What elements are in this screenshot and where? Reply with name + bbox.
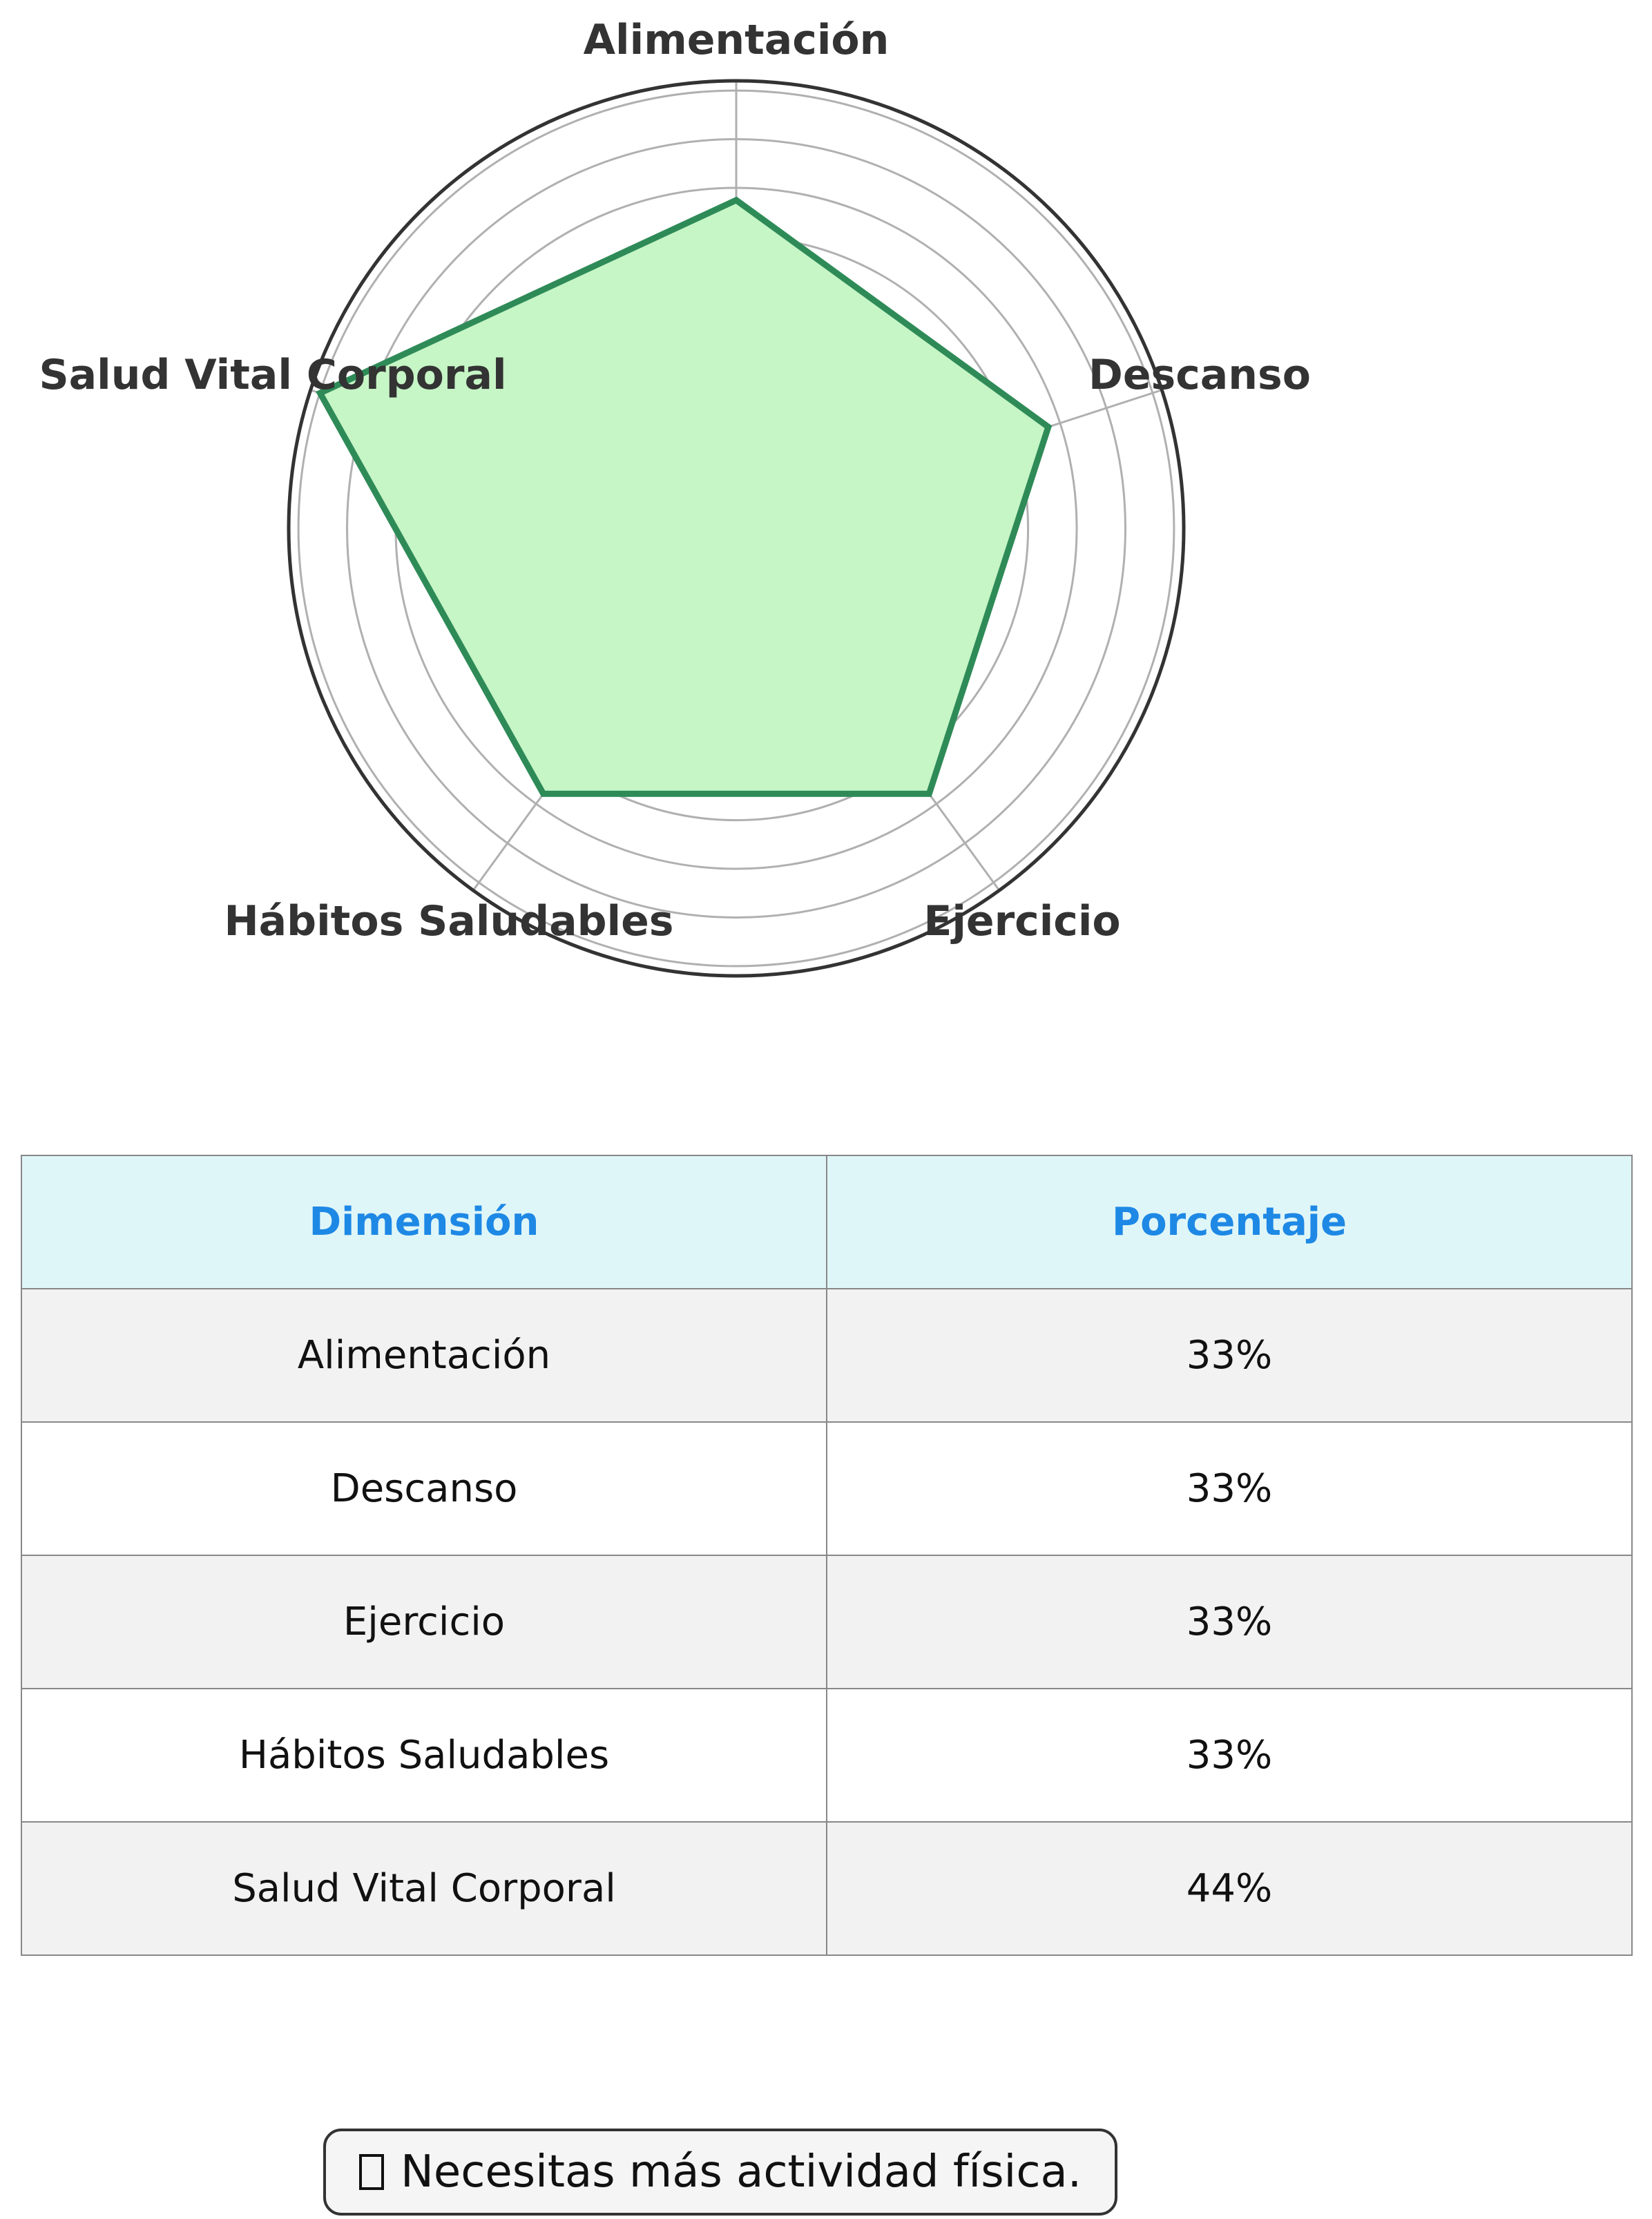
advice-box: Necesitas más actividad física.: [323, 2129, 1117, 2216]
axis-label-3: Ejercicio: [923, 897, 1120, 945]
axis-label-4: Hábitos Saludables: [224, 897, 673, 945]
axis-label-1: Alimentación: [584, 16, 890, 64]
cell-percentage: 33%: [826, 1688, 1633, 1823]
results-table: Dimensión Porcentaje Alimentación 33% De…: [21, 1155, 1633, 1956]
table-row: Alimentación 33%: [21, 1288, 1633, 1423]
cell-dimension: Salud Vital Corporal: [21, 1821, 827, 1956]
table-row: Ejercicio 33%: [21, 1555, 1633, 1689]
cell-dimension: Hábitos Saludables: [21, 1688, 827, 1823]
table-row: Salud Vital Corporal 44%: [21, 1821, 1633, 1956]
series-polygon: [316, 196, 1053, 797]
cell-percentage: 33%: [826, 1421, 1633, 1556]
cell-percentage: 33%: [826, 1288, 1633, 1423]
axis-label-5: Salud Vital Corporal: [39, 351, 506, 399]
table-header-row: Dimensión Porcentaje: [21, 1155, 1633, 1289]
radar-outline: [287, 79, 1186, 978]
cell-percentage: 33%: [826, 1555, 1633, 1689]
missing-glyph-icon: [358, 2154, 384, 2190]
advice-text: Necesitas más actividad física.: [400, 2146, 1082, 2198]
cell-percentage: 44%: [826, 1821, 1633, 1956]
table-row: Descanso 33%: [21, 1421, 1633, 1556]
cell-dimension: Alimentación: [21, 1288, 827, 1423]
table-row: Hábitos Saludables 33%: [21, 1688, 1633, 1823]
cell-dimension: Ejercicio: [21, 1555, 827, 1689]
header-percentage: Porcentaje: [826, 1155, 1633, 1289]
cell-dimension: Descanso: [21, 1421, 827, 1556]
radar-chart: Alimentación Descanso Ejercicio Hábitos Sal…: [39, 16, 1311, 978]
axis-label-2: Descanso: [1088, 351, 1311, 399]
header-dimension: Dimensión: [21, 1155, 827, 1289]
